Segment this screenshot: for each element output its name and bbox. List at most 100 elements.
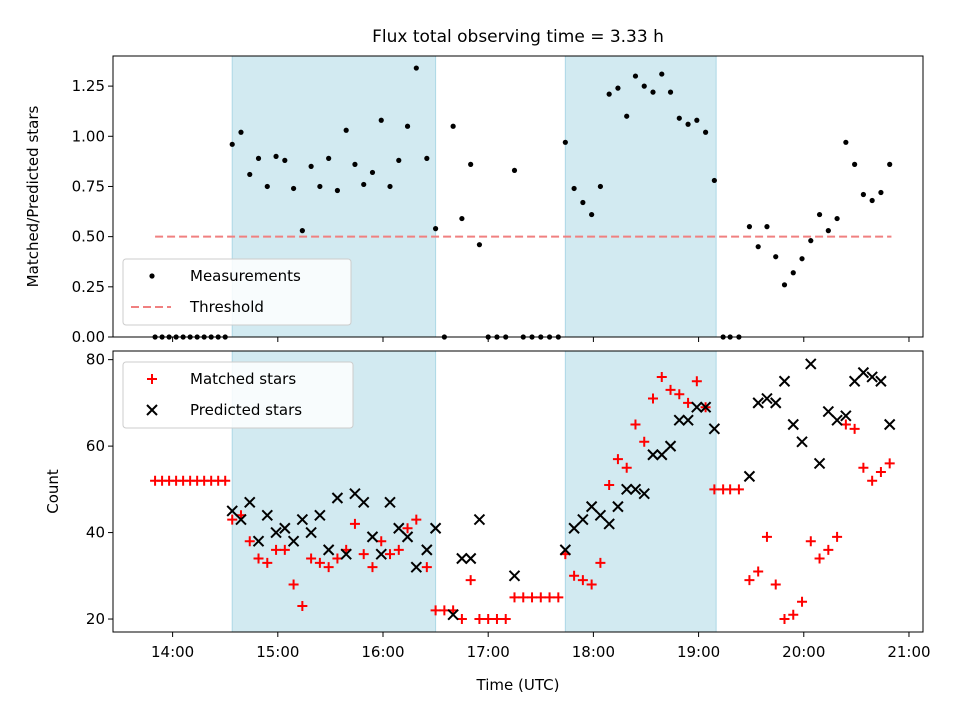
measurement-point	[450, 123, 456, 129]
predicted-star-point	[805, 358, 817, 370]
predicted-star-point	[235, 513, 247, 526]
matched-star-point	[788, 609, 799, 620]
matched-star-point	[527, 592, 538, 603]
measurement-point	[378, 117, 384, 123]
measurement-point	[247, 171, 253, 178]
predicted-star-point	[577, 513, 589, 526]
matched-star-point	[761, 531, 772, 542]
measurement-point	[825, 228, 831, 234]
matched-star-point	[823, 544, 834, 555]
predicted-star-point	[358, 496, 370, 509]
measurement-point	[834, 215, 840, 222]
measurement-point	[667, 89, 674, 95]
y-tick-label: 0.50	[72, 228, 105, 246]
matched-star-point	[612, 454, 623, 465]
matched-star-point	[630, 419, 641, 430]
predicted-star-point	[261, 509, 273, 521]
measurement-point	[396, 157, 402, 163]
x-tick-label: 17:00	[467, 643, 510, 661]
predicted-star-point	[393, 522, 405, 534]
matched-star-point	[465, 575, 476, 586]
predicted-star-point	[691, 401, 703, 413]
matched-star-point	[648, 393, 658, 404]
matched-star-point	[402, 523, 413, 534]
measurement-point	[290, 185, 297, 192]
matched-star-point	[553, 592, 564, 603]
matched-star-point	[577, 575, 588, 586]
x-tick-label: 20:00	[782, 643, 825, 661]
x-tick-label: 21:00	[887, 643, 930, 661]
matched-star-point	[306, 553, 317, 564]
matched-star-point	[621, 462, 632, 473]
measurement-point	[361, 181, 367, 188]
matched-star-point	[535, 592, 546, 603]
predicted-star-point	[384, 496, 396, 509]
measurement-point	[413, 65, 419, 71]
measurement-point	[781, 282, 788, 288]
measurement-point	[273, 153, 279, 159]
measurement-point	[878, 189, 884, 196]
predicted-star-point	[848, 375, 861, 387]
predicted-star-point	[252, 535, 265, 547]
measurement-point	[459, 215, 465, 222]
matched-star-point	[349, 518, 360, 529]
predicted-star-point	[831, 414, 843, 426]
predicted-star-point	[421, 544, 433, 556]
measurement-point	[282, 157, 288, 163]
observing-interval	[564, 55, 717, 338]
measurement-point	[711, 177, 717, 184]
measurement-point	[229, 141, 235, 147]
matched-star-point	[421, 562, 432, 573]
predicted-star-point	[305, 526, 317, 539]
predicted-star-point	[375, 548, 387, 560]
measurement-point	[685, 121, 691, 127]
measurement-point	[624, 113, 630, 119]
measurement-point	[326, 155, 332, 161]
predicted-star-point	[270, 526, 282, 539]
matched-star-point	[220, 475, 231, 486]
measurement-point	[694, 117, 700, 123]
x-tick-label: 19:00	[677, 643, 720, 661]
predicted-star-point	[840, 410, 852, 422]
predicted-star-point	[226, 505, 238, 517]
ratio-panel: 0.00 0.25 0.50 0.75 1.00 1.25 Matched/Predicte…	[24, 55, 924, 346]
matched-star-point	[279, 544, 290, 555]
matched-star-point	[797, 596, 808, 607]
matched-star-point	[500, 614, 511, 625]
measurement-point	[755, 244, 761, 250]
measurement-point	[869, 197, 875, 204]
matched-star-point	[411, 514, 422, 525]
matched-star-point	[474, 614, 485, 625]
legend-label: Matched stars	[190, 370, 296, 388]
predicted-star-point	[875, 375, 887, 387]
predicted-star-point	[401, 531, 414, 543]
y-tick-label: 0.00	[72, 328, 105, 346]
chart-title: Flux total observing time = 3.33 h	[372, 27, 664, 47]
matched-star-point	[569, 570, 580, 581]
predicted-star-point	[883, 418, 896, 431]
measurement-point	[580, 199, 586, 206]
y-tick-label: 60	[86, 437, 105, 455]
measurement-point	[468, 161, 474, 167]
predicted-star-point	[559, 544, 572, 556]
predicted-star-point	[682, 414, 694, 426]
axes-frame	[112, 350, 924, 633]
matched-star-point	[586, 579, 597, 590]
measurement-point	[641, 83, 647, 89]
matched-star-point	[875, 467, 886, 478]
predicted-star-point	[410, 561, 423, 573]
predicted-star-point	[761, 392, 773, 405]
predicted-star-point	[822, 405, 835, 418]
measurement-point	[511, 167, 518, 174]
predicted-star-point	[456, 552, 468, 565]
matched-star-point	[725, 484, 736, 495]
matched-star-point	[385, 549, 396, 560]
measurement-point	[299, 228, 305, 234]
matched-star-point	[227, 514, 238, 525]
y-tick-label: 0.75	[72, 177, 105, 195]
measurement-point	[308, 163, 314, 169]
x-tick-label: 15:00	[256, 643, 299, 661]
measurement-point	[659, 71, 665, 77]
y-axis-label: Count	[44, 469, 62, 514]
measurement-point	[334, 187, 341, 194]
